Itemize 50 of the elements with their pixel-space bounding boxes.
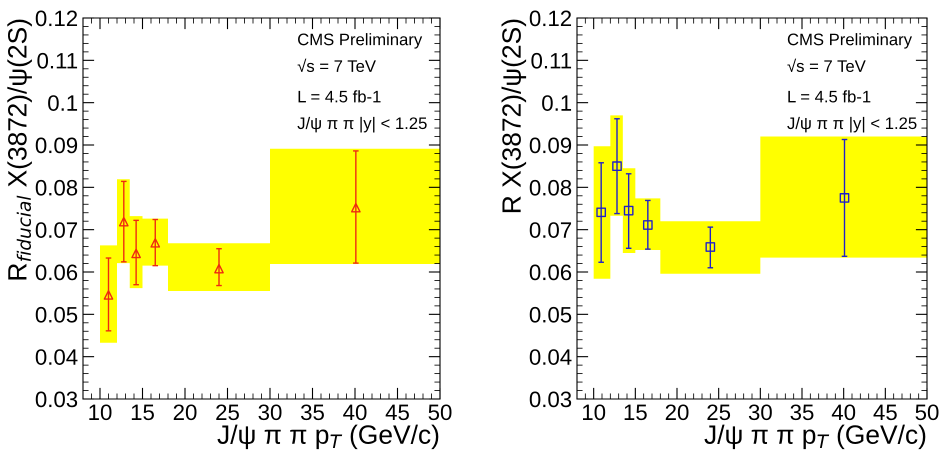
y-tick-label: 0.06	[530, 264, 572, 280]
y-tick-label: 0.08	[36, 180, 78, 196]
y-tick-label: 0.12	[36, 10, 78, 26]
x-axis-title: J/ψ π π p$_{T}$ (GeV/c)	[217, 424, 438, 450]
x-tick-label: 20	[666, 404, 688, 420]
y-tick-label: 0.09	[530, 138, 572, 154]
x-tick-label: 25	[216, 404, 239, 420]
x-tick-label: 30	[748, 404, 772, 420]
y-tick-label: 0.06	[36, 264, 78, 280]
y-tick-label: 0.04	[36, 349, 78, 365]
y-tick-label: 0.1	[542, 95, 572, 111]
annotation: L = 4.5 fb-1	[298, 90, 381, 102]
x-tick-label: 50	[916, 404, 938, 420]
y-axis-title: R X(3872)/ψ(2S)	[502, 20, 526, 212]
y-axis-title: R$_{fiducial}$ X(3872)/ψ(2S)	[7, 20, 32, 280]
y-tick-label: 0.11	[531, 52, 572, 69]
x-tick-label: 10	[583, 404, 606, 420]
x-tick-label: 40	[343, 404, 366, 420]
y-tick-label: 0.09	[36, 138, 78, 154]
y-tick-label: 0.07	[36, 222, 78, 238]
annotation: L = 4.5 fb-1	[788, 90, 870, 102]
y-tick-label: 0.12	[530, 10, 572, 26]
x-tick-label: 10	[89, 404, 112, 420]
x-tick-label: 15	[624, 404, 647, 420]
x-tick-label: 35	[790, 404, 814, 420]
x-tick-label: 30	[258, 404, 282, 420]
x-tick-label: 25	[707, 404, 730, 420]
y-tick-label: 0.05	[530, 306, 572, 323]
y-tick-label: 0.11	[37, 52, 78, 69]
y-tick-label: 0.03	[36, 392, 78, 408]
y-tick-label: 0.1	[48, 95, 78, 111]
annotation: √s = 7 TeV	[787, 58, 866, 72]
y-tick-label: 0.03	[530, 392, 572, 408]
x-tick-label: 20	[174, 404, 196, 420]
y-tick-label: 0.07	[530, 222, 572, 238]
annotation: J/ψ π π |y| < 1.25	[297, 116, 427, 132]
x-axis-title: J/ψ π π p$_{T}$ (GeV/c)	[704, 424, 926, 450]
x-tick-label: 35	[300, 404, 324, 420]
x-tick-label: 50	[428, 404, 452, 420]
annotation: CMS Preliminary	[788, 33, 912, 49]
x-tick-label: 15	[132, 404, 154, 420]
y-tick-label: 0.04	[530, 349, 572, 365]
y-tick-label: 0.05	[36, 306, 78, 323]
x-tick-label: 45	[386, 404, 409, 420]
x-tick-label: 45	[873, 404, 897, 420]
annotation: √s = 7 TeV	[298, 58, 376, 72]
x-tick-label: 40	[832, 404, 856, 420]
annotation: CMS Preliminary	[298, 33, 422, 49]
annotation: J/ψ π π |y| < 1.25	[787, 116, 916, 132]
y-tick-label: 0.08	[530, 180, 572, 196]
